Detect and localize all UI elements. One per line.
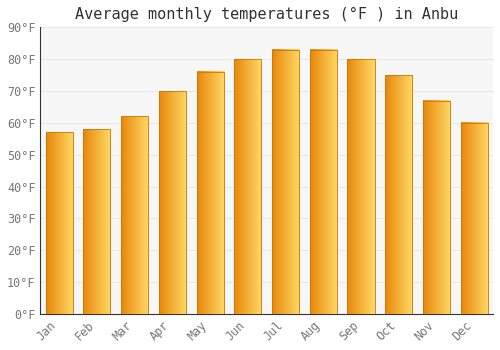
Bar — [423, 100, 450, 314]
Title: Average monthly temperatures (°F ) in Anbu: Average monthly temperatures (°F ) in An… — [75, 7, 458, 22]
Bar — [234, 59, 262, 314]
Bar — [385, 75, 412, 314]
Bar — [46, 132, 73, 314]
Bar — [460, 123, 488, 314]
Bar — [196, 72, 224, 314]
Bar — [348, 59, 374, 314]
Bar — [84, 129, 110, 314]
Bar — [121, 117, 148, 314]
Bar — [310, 50, 337, 314]
Bar — [272, 50, 299, 314]
Bar — [159, 91, 186, 314]
